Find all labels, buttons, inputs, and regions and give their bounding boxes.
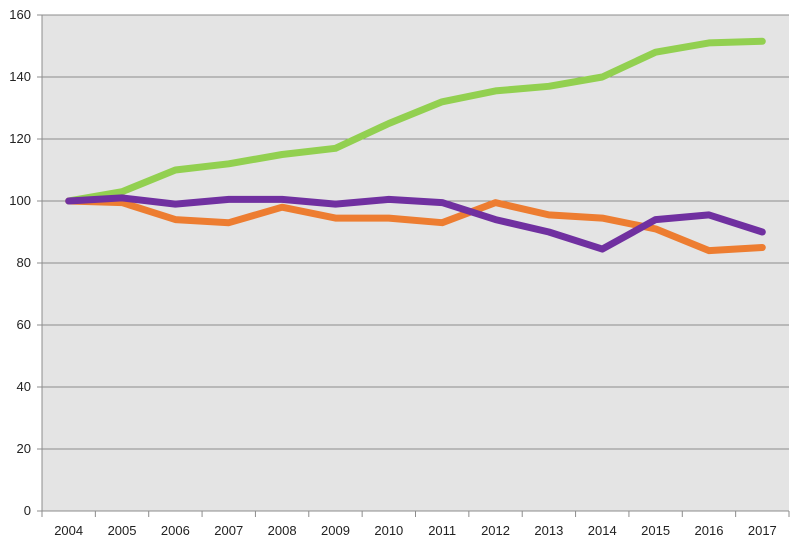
series-line-1	[65, 37, 766, 205]
x-tick-label: 2006	[161, 523, 190, 538]
x-tick-label: 2009	[321, 523, 350, 538]
x-tick-label: 2004	[54, 523, 83, 538]
series-line-3	[65, 194, 766, 253]
y-tick-label: 160	[9, 7, 31, 22]
axes	[37, 14, 790, 517]
y-tick-label: 100	[9, 193, 31, 208]
x-tick-label: 2017	[748, 523, 777, 538]
x-tick-label: 2012	[481, 523, 510, 538]
y-tick-label: 80	[17, 255, 31, 270]
y-tick-labels: 0 20 40 60 80 100 120 140 160	[9, 7, 31, 518]
x-tick-label: 2013	[534, 523, 563, 538]
y-tick-label: 20	[17, 441, 31, 456]
y-tick-label: 40	[17, 379, 31, 394]
x-tick-label: 2008	[268, 523, 297, 538]
x-tick-label: 2015	[641, 523, 670, 538]
x-tick-label: 2016	[695, 523, 724, 538]
x-tick-label: 2011	[428, 523, 456, 538]
x-tick-label: 2014	[588, 523, 617, 538]
x-tick-label: 2007	[214, 523, 243, 538]
x-tick-label: 2010	[374, 523, 403, 538]
x-tick-label: 2005	[108, 523, 137, 538]
y-tick-label: 0	[24, 503, 31, 518]
y-tick-label: 60	[17, 317, 31, 332]
y-tick-label: 140	[9, 69, 31, 84]
y-tick-label: 120	[9, 131, 31, 146]
series-lines	[65, 37, 766, 255]
x-tick-labels: 2004 2005 2006 2007 2008 2009 2010 2011 2012 2013…	[54, 523, 777, 538]
